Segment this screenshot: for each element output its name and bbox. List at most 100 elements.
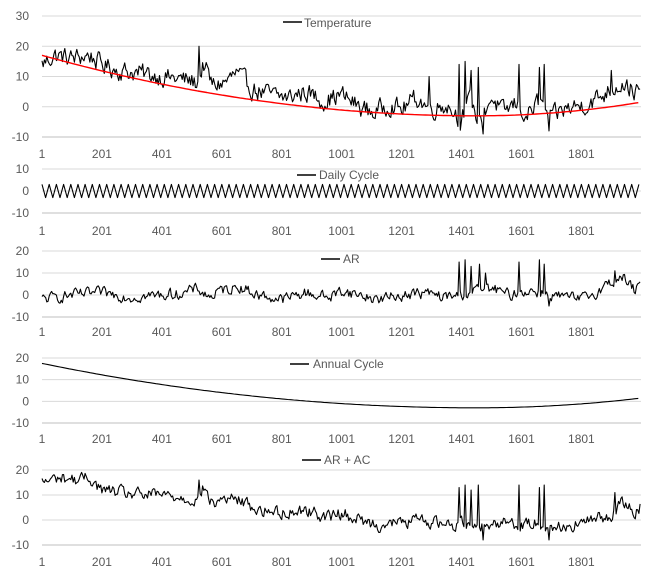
y-gridlines [42, 15, 641, 138]
x-tick-label: 1 [39, 147, 46, 161]
y-tick-label: 10 [16, 162, 30, 176]
series-line-ar-ac [41, 471, 641, 541]
y-gridlines [42, 250, 641, 318]
y-tick-label: 20 [16, 39, 30, 53]
y-tick-label: 0 [22, 184, 29, 198]
y-tick-label: 0 [22, 394, 29, 408]
legend: Annual Cycle [290, 357, 384, 371]
x-tick-label: 801 [272, 224, 292, 238]
x-tick-label: 1601 [508, 224, 535, 238]
x-tick-label: 401 [152, 325, 172, 339]
x-tick-label: 1801 [568, 432, 595, 446]
y-gridlines [42, 469, 641, 546]
legend-label-daily-cycle: Daily Cycle [319, 168, 379, 182]
x-tick-label: 1801 [568, 147, 595, 161]
x-tick-label: 201 [92, 224, 112, 238]
y-tick-labels: -10 0 10 20 [12, 463, 30, 552]
legend: AR [321, 252, 360, 266]
x-tick-label: 801 [272, 555, 292, 569]
y-tick-label: 0 [22, 288, 29, 302]
x-tick-label: 801 [272, 325, 292, 339]
x-tick-label: 1801 [568, 325, 595, 339]
x-tick-label: 401 [152, 147, 172, 161]
x-tick-label: 1201 [388, 432, 415, 446]
x-tick-label: 1001 [328, 325, 355, 339]
x-tick-label: 1201 [388, 325, 415, 339]
y-tick-label: 10 [16, 266, 30, 280]
x-tick-label: 601 [212, 224, 232, 238]
series-line-daily-cycle [41, 183, 640, 199]
series-lines [41, 362, 639, 409]
x-tick-label: 1401 [448, 224, 475, 238]
x-tick-label: 1001 [328, 555, 355, 569]
x-tick-label: 1001 [328, 147, 355, 161]
x-tick-label: 1 [39, 325, 46, 339]
y-tick-labels: -10 0 10 20 30 [12, 9, 30, 144]
legend: Temperature [283, 16, 372, 30]
x-tick-labels: 1 201 401 601 801 1001 1201 1401 1601 1801 [39, 555, 595, 569]
y-tick-label: -10 [12, 130, 30, 144]
x-tick-label: 1201 [388, 224, 415, 238]
x-tick-label: 1401 [448, 432, 475, 446]
x-tick-label: 601 [212, 325, 232, 339]
series-lines [41, 259, 641, 307]
x-tick-label: 1601 [508, 147, 535, 161]
x-tick-label: 1601 [508, 555, 535, 569]
legend-label-annual-cycle: Annual Cycle [313, 357, 384, 371]
series-line-annual-cycle [41, 362, 639, 409]
x-tick-label: 201 [92, 555, 112, 569]
x-tick-label: 201 [92, 432, 112, 446]
y-tick-label: 20 [16, 244, 30, 258]
y-gridlines [42, 168, 641, 214]
y-tick-label: 10 [16, 488, 30, 502]
y-tick-labels: -10 0 10 20 [12, 351, 30, 430]
series-lines [41, 45, 641, 135]
x-tick-label: 801 [272, 432, 292, 446]
x-tick-label: 201 [92, 147, 112, 161]
x-tick-labels: 1 201 401 601 801 1001 1201 1401 1601 1801 [39, 147, 595, 161]
y-gridlines [42, 357, 641, 424]
y-tick-label: -10 [12, 310, 30, 324]
x-tick-label: 401 [152, 224, 172, 238]
x-tick-label: 401 [152, 555, 172, 569]
y-tick-labels: -10 0 10 [12, 162, 30, 220]
x-tick-label: 601 [212, 147, 232, 161]
x-tick-label: 1 [39, 555, 46, 569]
series-lines [41, 183, 640, 199]
x-tick-label: 201 [92, 325, 112, 339]
x-tick-label: 1801 [568, 224, 595, 238]
x-tick-label: 1001 [328, 224, 355, 238]
y-tick-label: 30 [16, 9, 30, 23]
y-tick-labels: -10 0 10 20 [12, 244, 30, 324]
series-line-temperature [41, 45, 641, 135]
legend: Daily Cycle [297, 168, 379, 182]
y-tick-label: 0 [22, 100, 29, 114]
y-tick-label: 20 [16, 463, 30, 477]
legend-label-ar-plus-ac: AR + AC [324, 453, 371, 467]
x-tick-label: 1 [39, 224, 46, 238]
series-line-trend [41, 54, 639, 117]
x-tick-label: 401 [152, 432, 172, 446]
legend: AR + AC [302, 453, 371, 467]
y-tick-label: 20 [16, 351, 30, 365]
x-tick-label: 1401 [448, 325, 475, 339]
x-tick-label: 1601 [508, 325, 535, 339]
y-tick-label: 0 [22, 513, 29, 527]
x-tick-label: 1401 [448, 147, 475, 161]
x-tick-label: 801 [272, 147, 292, 161]
legend-label-temperature: Temperature [304, 16, 372, 30]
x-tick-label: 1401 [448, 555, 475, 569]
x-tick-labels: 1 201 401 601 801 1001 1201 1401 1601 1801 [39, 325, 595, 339]
x-tick-label: 601 [212, 432, 232, 446]
x-tick-labels: 1 201 401 601 801 1001 1201 1401 1601 1801 [39, 224, 595, 238]
series-line-ar [41, 259, 641, 307]
series-lines [41, 471, 641, 541]
x-tick-label: 1001 [328, 432, 355, 446]
y-tick-label: 10 [16, 373, 30, 387]
legend-label-ar: AR [343, 252, 360, 266]
